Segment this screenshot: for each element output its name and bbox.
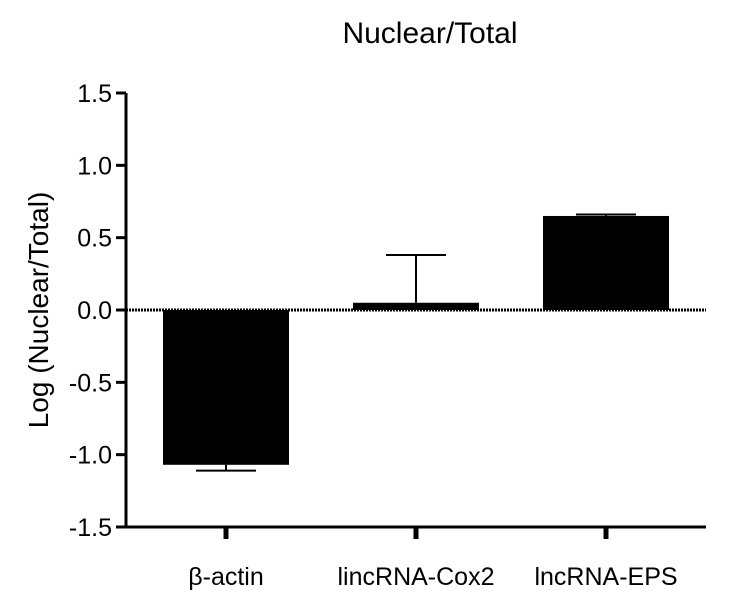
y-axis: 1.5 1.0 0.5 0.0 -0.5 -1.0 -1.5 — [69, 80, 128, 542]
x-axis: β-actin lincRNA-Cox2 lncRNA-EPS — [126, 308, 706, 591]
bar — [543, 215, 669, 310]
y-tick-label: 1.0 — [77, 152, 112, 180]
x-tick-label: β-actin — [188, 563, 264, 591]
chart-title: Nuclear/Total — [342, 17, 517, 50]
error-bars-group — [196, 213, 636, 472]
y-tick-label: 0.5 — [77, 225, 112, 253]
y-tick-label: 0.0 — [77, 297, 112, 325]
x-tick-label: lncRNA-EPS — [534, 563, 677, 591]
y-axis-label: Log (Nuclear/Total) — [23, 192, 54, 429]
x-tick-label: lincRNA-Cox2 — [338, 563, 495, 591]
bars-group — [163, 215, 669, 465]
y-tick-label: -1.5 — [69, 514, 112, 542]
bar — [163, 310, 289, 465]
y-tick-label: 1.5 — [77, 80, 112, 108]
y-tick-label: -1.0 — [69, 442, 112, 470]
y-tick-label: -0.5 — [69, 369, 112, 397]
bar — [353, 302, 479, 310]
